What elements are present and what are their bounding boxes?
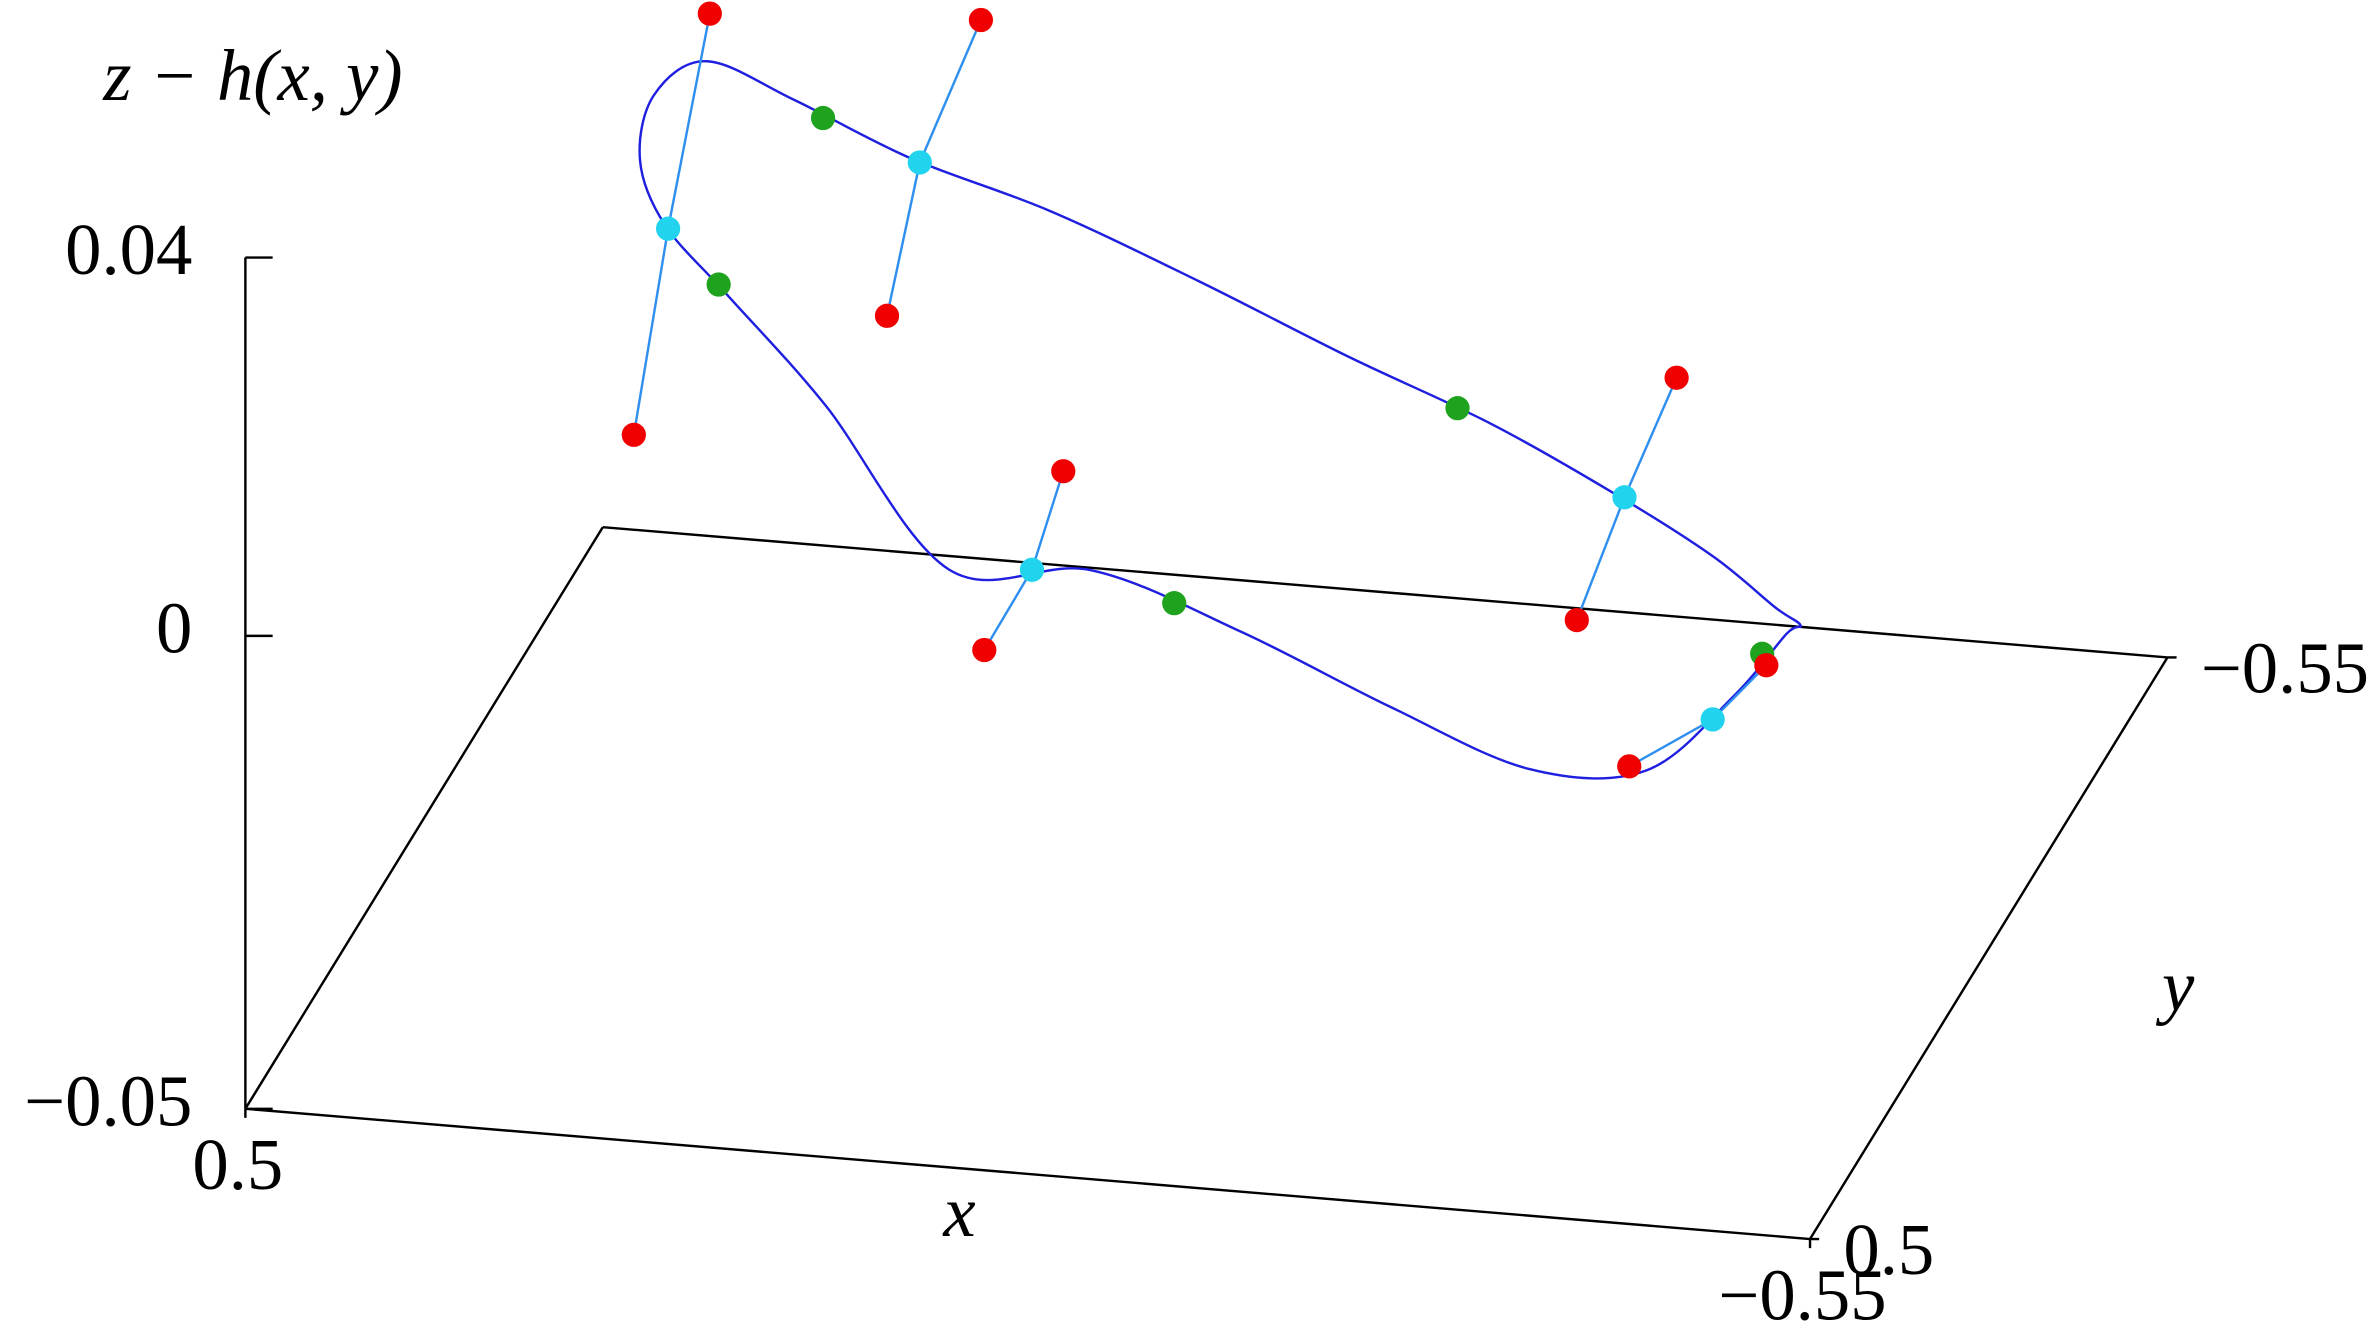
cyan-point [1700, 707, 1725, 732]
axis-line [245, 1107, 1811, 1241]
green-point [810, 105, 836, 131]
red-point [697, 1, 722, 26]
cyan-point [1612, 485, 1637, 510]
red-point [1617, 754, 1642, 779]
z-tick-label: 0 [156, 588, 192, 669]
green-point [1162, 591, 1187, 616]
red-point [1664, 365, 1689, 390]
curve [638, 60, 1803, 780]
z-axis-label: z − h(x, y) [102, 35, 402, 116]
segment-line [1628, 664, 1768, 768]
green-point [706, 272, 731, 297]
x-tick-label: −0.55 [1718, 1254, 1886, 1333]
red-point [874, 303, 900, 328]
red-point [1051, 459, 1076, 484]
z-tick-label: −0.05 [24, 1060, 192, 1141]
axis-line [602, 525, 2168, 659]
axis-line [244, 526, 604, 1110]
x-axis-label: x [942, 1171, 975, 1252]
cyan-point [1019, 557, 1045, 582]
green-point [1445, 396, 1470, 421]
x-tick-label: 0.5 [192, 1124, 283, 1205]
y-tick-label: −0.55 [2201, 627, 2369, 708]
y-axis-label: y [2155, 945, 2195, 1026]
y-tick-label: 0.5 [1843, 1209, 1934, 1290]
red-point [1564, 607, 1589, 633]
z-tick-label: 0.04 [65, 209, 192, 290]
red-point [621, 422, 646, 447]
axis-line [1808, 656, 2169, 1240]
cyan-point [655, 216, 681, 241]
cyan-point [907, 150, 932, 175]
red-point [972, 637, 997, 663]
red-point [968, 7, 994, 33]
red-point [1754, 653, 1779, 678]
